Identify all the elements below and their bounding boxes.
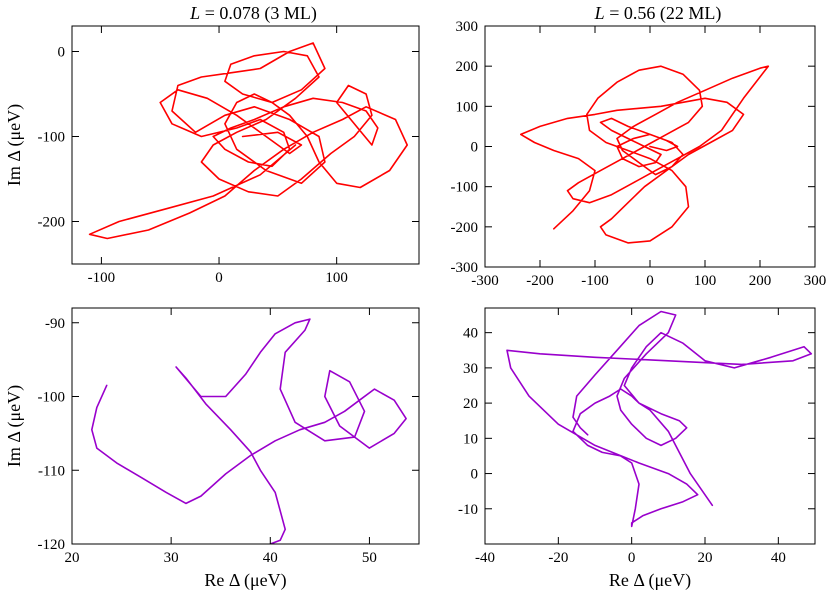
series-line-bottom-left-0 bbox=[91, 318, 407, 544]
y-tick-label: 0 bbox=[471, 140, 479, 156]
panel-title-top-right: L = 0.56 (22 ML) bbox=[594, 3, 722, 24]
x-axis-title-bottom-right: Re Δ (μeV) bbox=[609, 570, 691, 591]
y-tick-label: 40 bbox=[463, 326, 478, 342]
x-tick-label: 200 bbox=[749, 273, 772, 289]
chart-panel-top-right: -300 -200 -100 0 100 200 300 -300 -200 -100 0 100 20… bbox=[451, 3, 827, 289]
x-tick-label: 50 bbox=[362, 550, 377, 566]
x-tick-label: 30 bbox=[164, 550, 179, 566]
y-tick-label: 20 bbox=[463, 396, 478, 412]
x-tick-label: 100 bbox=[694, 273, 717, 289]
plot-frame-top-left bbox=[71, 25, 420, 265]
x-tick-label: -100 bbox=[88, 270, 116, 286]
y-tick-label: 30 bbox=[463, 361, 478, 377]
x-tick-label: 300 bbox=[804, 273, 827, 289]
x-tick-label: 0 bbox=[628, 550, 636, 566]
chart-panel-bottom-right: -40 -20 0 20 40 -10 0 10 20 30 40 Re Δ (μeV) bbox=[458, 307, 816, 591]
y-tick-label: 0 bbox=[471, 467, 479, 483]
x-tick-label: 40 bbox=[263, 550, 278, 566]
series-line-top-left-0 bbox=[88, 42, 408, 240]
chart-panel-bottom-left: 20 30 40 50 -120 -110 -100 -90 Re Δ (μeV) Im Δ (μ… bbox=[4, 307, 420, 591]
y-tick-label: -120 bbox=[38, 537, 66, 553]
y-tick-label: -90 bbox=[45, 316, 65, 332]
y-tick-label: -100 bbox=[38, 130, 66, 146]
panel-title-value: = 0.078 (3 ML) bbox=[200, 3, 317, 24]
panel-title-top-left: L = 0.078 (3 ML) bbox=[189, 3, 317, 24]
y-tick-label: -200 bbox=[451, 220, 479, 236]
plot-frame-bottom-right bbox=[484, 307, 816, 545]
y-tick-label: -300 bbox=[451, 260, 479, 276]
chart-panel-top-left: -100 0 100 -200 -100 0 L = 0.078 (3 ML) Im Δ (μ… bbox=[4, 3, 420, 286]
series-line-top-right-0 bbox=[520, 65, 770, 244]
y-tick-label: 10 bbox=[463, 431, 478, 447]
x-axis-title-bottom-left: Re Δ (μeV) bbox=[204, 570, 286, 591]
y-axis-title-bottom-left: Im Δ (μeV) bbox=[4, 385, 25, 467]
series-line-bottom-right-0 bbox=[506, 310, 813, 528]
y-tick-label: -200 bbox=[38, 215, 66, 231]
y-tick-label: 100 bbox=[456, 99, 479, 115]
plot-frame-bottom-left bbox=[71, 307, 420, 545]
x-tick-label: 0 bbox=[646, 273, 654, 289]
y-tick-label: -10 bbox=[458, 502, 478, 518]
x-tick-label: 40 bbox=[771, 550, 786, 566]
x-tick-label: 100 bbox=[325, 270, 348, 286]
y-tick-label: 300 bbox=[456, 19, 479, 35]
y-tick-label: -100 bbox=[38, 390, 66, 406]
y-axis-title-top-left: Im Δ (μeV) bbox=[4, 104, 25, 186]
x-tick-label: -40 bbox=[475, 550, 495, 566]
x-tick-label: -20 bbox=[548, 550, 568, 566]
y-tick-label: 200 bbox=[456, 59, 479, 75]
panel-title-variable: L bbox=[189, 3, 200, 23]
y-tick-label: 0 bbox=[58, 45, 66, 61]
y-tick-label: -100 bbox=[451, 180, 479, 196]
panel-title-value: = 0.56 (22 ML) bbox=[605, 3, 722, 24]
x-tick-label: -300 bbox=[471, 273, 499, 289]
x-tick-label: -100 bbox=[581, 273, 609, 289]
x-tick-label: 0 bbox=[215, 270, 223, 286]
panel-title-variable: L bbox=[594, 3, 605, 23]
x-tick-label: 20 bbox=[698, 550, 713, 566]
x-tick-label: -200 bbox=[526, 273, 554, 289]
x-tick-label: 20 bbox=[65, 550, 80, 566]
y-tick-label: -110 bbox=[38, 463, 65, 479]
